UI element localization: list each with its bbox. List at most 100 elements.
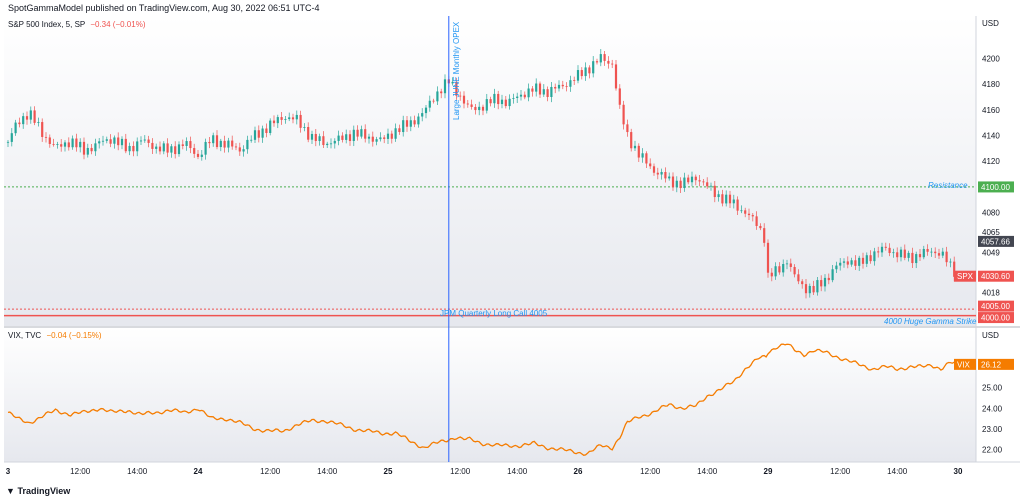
candle-body: [98, 141, 101, 144]
candle-body: [531, 88, 534, 92]
candle-body: [831, 269, 834, 281]
x-tick-label: 14:00: [317, 467, 338, 476]
candle-body: [326, 143, 329, 146]
candle-body: [740, 210, 743, 212]
candle-body: [166, 143, 169, 153]
candle-body: [56, 144, 59, 146]
candle-body: [774, 266, 777, 277]
candle-body: [75, 138, 78, 148]
candle-body: [402, 120, 405, 133]
candle-body: [546, 89, 549, 98]
candle-body: [611, 63, 614, 65]
candle-body: [884, 246, 887, 248]
candle-body: [580, 70, 583, 77]
candle-body: [645, 153, 648, 164]
candle-body: [668, 176, 671, 179]
candle-body: [607, 60, 610, 64]
candle-body: [409, 120, 412, 127]
candle-body: [33, 110, 36, 123]
candle-body: [470, 104, 473, 107]
candle-body: [538, 83, 542, 95]
x-tick-label: 14:00: [887, 467, 908, 476]
candle-body: [117, 137, 120, 146]
candle-body: [158, 146, 162, 152]
candle-body: [622, 104, 625, 125]
publisher-line: SpotGammaModel published on TradingView.…: [8, 3, 320, 13]
x-tick-label: 12:00: [450, 467, 471, 476]
candle-body: [660, 172, 663, 175]
candle-body: [181, 144, 184, 146]
candle-body: [329, 143, 333, 145]
candle-body: [793, 266, 796, 275]
candle-body: [345, 134, 348, 140]
candle-body: [322, 136, 325, 146]
vix-tag-value: 26.12: [981, 360, 1002, 369]
candle-body: [808, 285, 811, 294]
candle-body: [14, 122, 17, 134]
candle-body: [835, 265, 838, 270]
candle-body: [295, 114, 298, 120]
spx-tick-label: 4200: [982, 54, 1000, 63]
candle-body: [386, 133, 390, 139]
candle-body: [101, 140, 105, 142]
candle-body: [60, 144, 63, 147]
candle-body: [18, 122, 21, 125]
candle-body: [877, 251, 880, 253]
spx-currency-label: USD: [982, 19, 999, 28]
candle-body: [276, 117, 279, 124]
candle-body: [945, 251, 948, 263]
vix-price-tags: 26.12 VIX: [954, 358, 1014, 370]
candle-body: [352, 129, 355, 141]
candle-body: [421, 113, 424, 117]
spx-tag-value: 4100.00: [981, 183, 1010, 192]
spx-tick-label: 4049: [982, 249, 1000, 258]
candle-body: [804, 284, 808, 294]
candle-body: [664, 172, 667, 179]
candle-body: [318, 136, 321, 142]
candle-body: [934, 251, 937, 254]
vix-line: [7, 343, 959, 456]
spx-tag-value: 4057.66: [981, 237, 1010, 246]
candle-body: [694, 176, 697, 181]
candle-body: [759, 225, 762, 229]
candle-body: [656, 172, 659, 175]
candle-body: [550, 86, 553, 98]
candle-body: [41, 122, 44, 137]
spx-tag-value: 4005.00: [981, 302, 1010, 311]
candle-body: [873, 251, 876, 262]
candle-body: [196, 153, 200, 157]
candle-body: [86, 147, 89, 155]
candle-body: [219, 140, 222, 148]
candle-body: [869, 255, 872, 262]
vix-tick-label: 24.00: [982, 404, 1003, 413]
spx-tag-box: [978, 235, 1014, 247]
candle-body: [200, 154, 203, 157]
candle-body: [459, 95, 462, 97]
candle-body: [303, 126, 306, 128]
spx-tick-label: 4180: [982, 80, 1000, 89]
candle-body: [782, 264, 785, 273]
candle-body: [542, 89, 545, 95]
candle-body: [424, 107, 428, 114]
candle-body: [519, 94, 523, 97]
candle-body: [71, 138, 74, 148]
candle-body: [307, 126, 310, 140]
candle-body: [128, 145, 131, 152]
candle-body: [10, 133, 13, 142]
x-tick-label: 25: [384, 467, 393, 476]
candle-body: [816, 280, 819, 293]
candle-body: [37, 122, 40, 123]
candle-body: [728, 194, 732, 204]
x-tick-label: 14:00: [697, 467, 718, 476]
candle-body: [675, 180, 678, 188]
spx-tick-label: 4140: [982, 131, 1000, 140]
candle-body: [341, 135, 344, 140]
candle-body: [299, 114, 302, 128]
x-tick-label: 12:00: [830, 467, 851, 476]
candle-body: [500, 99, 504, 105]
candle-body: [6, 141, 10, 143]
candle-body: [390, 133, 393, 139]
spx-tag-box: [978, 300, 1014, 312]
vix-pane-background: [4, 328, 976, 462]
candle-body: [725, 194, 728, 204]
